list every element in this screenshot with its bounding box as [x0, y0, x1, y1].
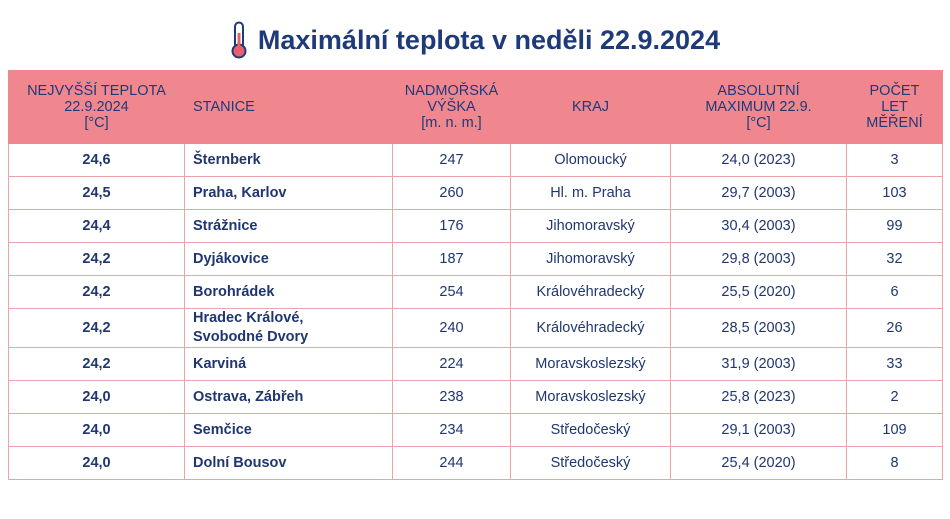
table-cell: 6 — [846, 275, 943, 309]
table-cell: 247 — [392, 143, 511, 177]
table-cell: 24,2 — [8, 242, 185, 276]
table-cell: 2 — [846, 380, 943, 414]
table-cell: 24,2 — [8, 347, 185, 381]
table-cell: 25,4 (2020) — [670, 446, 847, 480]
table-cell: Hl. m. Praha — [510, 176, 671, 210]
table-cell: 254 — [392, 275, 511, 309]
table-cell: 29,1 (2003) — [670, 413, 847, 447]
table-cell: 238 — [392, 380, 511, 414]
table-cell: 24,5 — [8, 176, 185, 210]
table-row: 24,2 Dyjákovice 187 Jihomoravský 29,8 (2003)… — [8, 242, 943, 276]
table-cell: Borohrádek — [184, 275, 393, 309]
table-cell: Ostrava, Zábřeh — [184, 380, 393, 414]
title-bar: Maximální teplota v neděli 22.9.2024 — [0, 18, 950, 62]
table-cell: 187 — [392, 242, 511, 276]
table-cell: 29,8 (2003) — [670, 242, 847, 276]
table-cell: Olomoucký — [510, 143, 671, 177]
table-row: 24,0 Ostrava, Zábřeh 238 Moravskoslezský 25,… — [8, 380, 943, 414]
table-cell: 30,4 (2003) — [670, 209, 847, 243]
table-row: 24,2 Hradec Králové, Svobodné Dvory 240 Krá… — [8, 308, 943, 348]
table-cell: 24,0 — [8, 380, 185, 414]
header-cell: ABSOLUTNÍ MAXIMUM 22.9. [°C] — [670, 70, 847, 144]
table-cell: 25,5 (2020) — [670, 275, 847, 309]
header-row: NEJVYŠŠÍ TEPLOTA 22.9.2024 [°C] STANICE NA… — [8, 70, 943, 144]
table-body: 24,6 Šternberk 247 Olomoucký 24,0 (2023) 3 24,… — [8, 143, 943, 480]
table-cell: Královéhradecký — [510, 308, 671, 348]
table-cell: 244 — [392, 446, 511, 480]
header-cell: KRAJ — [510, 70, 671, 144]
table-cell: Moravskoslezský — [510, 347, 671, 381]
table-cell: 31,9 (2003) — [670, 347, 847, 381]
table-cell: 103 — [846, 176, 943, 210]
table-cell: 99 — [846, 209, 943, 243]
table-row: 24,5 Praha, Karlov 260 Hl. m. Praha 29,7 (20… — [8, 176, 943, 210]
title: Maximální teplota v neděli 22.9.2024 — [257, 24, 721, 55]
table-cell: Dolní Bousov — [184, 446, 393, 480]
table-cell: 29,7 (2003) — [670, 176, 847, 210]
table-row: 24,2 Borohrádek 254 Královéhradecký 25,5 (20… — [8, 275, 943, 309]
table-cell: 25,8 (2023) — [670, 380, 847, 414]
table-cell: 234 — [392, 413, 511, 447]
table-cell: 8 — [846, 446, 943, 480]
table-cell: Strážnice — [184, 209, 393, 243]
header-cell: STANICE — [184, 70, 393, 144]
table-cell: 24,0 — [8, 413, 185, 447]
table-cell: 24,2 — [8, 275, 185, 309]
table-row: 24,2 Karviná 224 Moravskoslezský 31,9 (2003)… — [8, 347, 943, 381]
table-cell: Hradec Králové, Svobodné Dvory — [184, 308, 393, 348]
table-row: 24,4 Strážnice 176 Jihomoravský 30,4 (2003) 9… — [8, 209, 943, 243]
table-cell: 3 — [846, 143, 943, 177]
table-cell: 24,4 — [8, 209, 185, 243]
table-cell: 24,0 (2023) — [670, 143, 847, 177]
table-cell: Středočeský — [510, 413, 671, 447]
header-cell: POČET LET MĚŘENÍ — [846, 70, 943, 144]
table-cell: 176 — [392, 209, 511, 243]
table-row: 24,0 Dolní Bousov 244 Středočeský 25,4 (2020… — [8, 446, 943, 480]
table-cell: 109 — [846, 413, 943, 447]
table-cell: Semčice — [184, 413, 393, 447]
header-cell: NADMOŘSKÁ VÝŠKA [m. n. m.] — [392, 70, 511, 144]
table-cell: Jihomoravský — [510, 209, 671, 243]
table-cell: 32 — [846, 242, 943, 276]
table-cell: 260 — [392, 176, 511, 210]
table-cell: Praha, Karlov — [184, 176, 393, 210]
table-cell: 24,6 — [8, 143, 185, 177]
table-cell: Jihomoravský — [510, 242, 671, 276]
header-cell: NEJVYŠŠÍ TEPLOTA 22.9.2024 [°C] — [8, 70, 185, 144]
table-cell: Karviná — [184, 347, 393, 381]
table-cell: 28,5 (2003) — [670, 308, 847, 348]
temperature-table: NEJVYŠŠÍ TEPLOTA 22.9.2024 [°C] STANICE NA… — [8, 70, 943, 480]
table-cell: 24,2 — [8, 308, 185, 348]
table-row: 24,6 Šternberk 247 Olomoucký 24,0 (2023) 3 — [8, 143, 943, 177]
table-cell: Dyjákovice — [184, 242, 393, 276]
table-cell: Středočeský — [510, 446, 671, 480]
table-cell: 240 — [392, 308, 511, 348]
table-row: 24,0 Semčice 234 Středočeský 29,1 (2003) 109 — [8, 413, 943, 447]
table-cell: Moravskoslezský — [510, 380, 671, 414]
thermometer-icon — [231, 21, 247, 59]
table-cell: Šternberk — [184, 143, 393, 177]
table-cell: Královéhradecký — [510, 275, 671, 309]
table-cell: 24,0 — [8, 446, 185, 480]
table-cell: 224 — [392, 347, 511, 381]
table-cell: 33 — [846, 347, 943, 381]
table-cell: 26 — [846, 308, 943, 348]
